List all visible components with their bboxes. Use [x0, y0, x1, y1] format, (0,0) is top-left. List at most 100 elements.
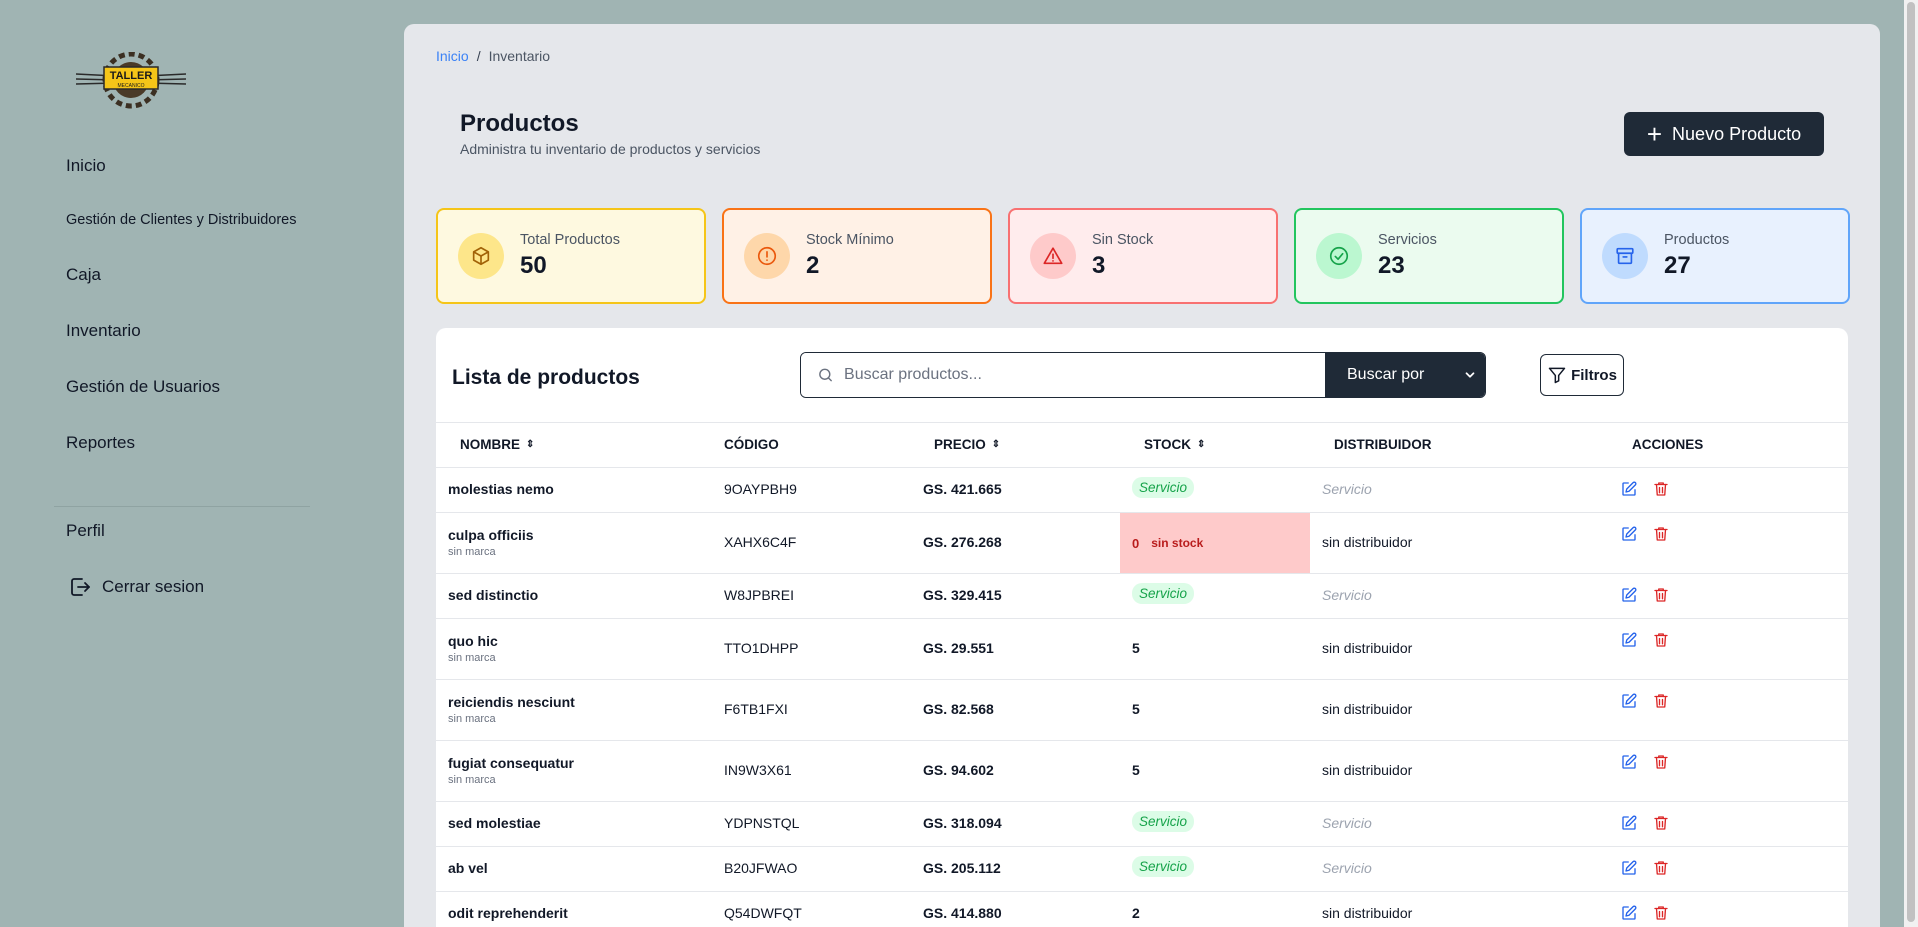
scrollbar-thumb[interactable]	[1907, 2, 1915, 922]
sort-icon: ⇕	[526, 438, 535, 450]
product-code: Q54DWFQT	[724, 905, 802, 921]
nav-item-inicio[interactable]: Inicio	[66, 156, 106, 175]
column-label: Nombre	[460, 437, 520, 452]
stock-cell: Servicio	[1132, 477, 1195, 498]
sidebar-divider	[54, 506, 310, 507]
stat-label: Servicios	[1378, 232, 1437, 248]
stock-cell: Servicio	[1132, 811, 1195, 832]
delete-icon[interactable]	[1652, 480, 1670, 503]
edit-icon[interactable]	[1620, 586, 1638, 609]
product-name-cell: molestias nemo	[448, 481, 554, 497]
table-row: reiciendis nesciunt sin marca F6TB1FXI GS…	[436, 680, 1848, 741]
stat-value: 27	[1664, 252, 1691, 279]
product-price: GS. 94.602	[923, 762, 994, 778]
table-row: quo hic sin marca TTO1DHPP GS. 29.551 5 sin…	[436, 619, 1848, 680]
service-badge: Servicio	[1132, 811, 1195, 832]
table-row: odit reprehenderit Q54DWFQT GS. 414.880 2 s…	[436, 892, 1848, 927]
distributor-cell: sin distribuidor	[1322, 762, 1413, 778]
edit-icon[interactable]	[1620, 525, 1638, 548]
delete-icon[interactable]	[1652, 753, 1670, 776]
sort-icon: ⇕	[991, 438, 1001, 450]
product-price: GS. 421.665	[923, 481, 1002, 497]
archive-box-icon	[1602, 233, 1648, 279]
table-row: fugiat consequatur sin marca IN9W3X61 GS.…	[436, 741, 1848, 802]
row-actions	[1620, 525, 1670, 548]
column-label: Acciones	[1632, 437, 1704, 452]
logo-graphic: TALLER MECANICO	[75, 51, 187, 109]
nav-item-clientes-distribuidores[interactable]: Gestión de Clientes y Distribuidores	[66, 212, 297, 228]
nav-item-usuarios[interactable]: Gestión de Usuarios	[66, 377, 221, 396]
new-product-button[interactable]: + Nuevo Producto	[1624, 112, 1824, 156]
edit-icon[interactable]	[1620, 480, 1638, 503]
logo-text-sub: MECANICO	[118, 83, 145, 89]
delete-icon[interactable]	[1652, 859, 1670, 882]
nav-item-inventario[interactable]: Inventario	[66, 321, 141, 340]
breadcrumb-home-link[interactable]: Inicio	[436, 48, 469, 64]
stock-count: 2	[1132, 905, 1140, 921]
product-brand: sin marca	[448, 546, 496, 558]
column-header-precio[interactable]: Precio ⇕	[934, 437, 1000, 452]
edit-icon[interactable]	[1620, 692, 1638, 715]
product-name: sed molestiae	[448, 815, 541, 831]
product-price: GS. 318.094	[923, 815, 1002, 831]
page-subtitle: Administra tu inventario de productos y …	[460, 141, 761, 157]
product-code: YDPNSTQL	[724, 815, 800, 831]
product-price: GS. 414.880	[923, 905, 1002, 921]
table-row: sed distinctio W8JPBREI GS. 329.415 Servic…	[436, 574, 1848, 619]
product-brand: sin marca	[448, 652, 496, 664]
product-price: GS. 29.551	[923, 640, 994, 656]
distributor-cell: Servicio	[1322, 481, 1372, 497]
product-name-cell: reiciendis nesciunt sin marca	[448, 694, 575, 725]
distributor-cell: sin distribuidor	[1322, 534, 1413, 550]
edit-icon[interactable]	[1620, 859, 1638, 882]
stat-card-total-productos: Total Productos 50	[436, 208, 706, 304]
stock-count: 5	[1132, 762, 1140, 778]
column-header-codigo: Código	[724, 437, 779, 452]
logo-text-main: TALLER	[110, 70, 153, 82]
stock-cell: Servicio	[1132, 583, 1195, 604]
product-brand: sin marca	[448, 713, 496, 725]
delete-icon[interactable]	[1652, 631, 1670, 654]
filters-button[interactable]: Filtros	[1540, 354, 1624, 396]
edit-icon[interactable]	[1620, 904, 1638, 927]
nav-item-caja[interactable]: Caja	[66, 265, 101, 284]
product-name: ab vel	[448, 860, 488, 876]
product-name-cell: sed distinctio	[448, 587, 538, 603]
search-input[interactable]	[844, 366, 1325, 384]
product-code: B20JFWAO	[724, 860, 798, 876]
taller-logo[interactable]: TALLER MECANICO	[75, 51, 187, 112]
delete-icon[interactable]	[1652, 692, 1670, 715]
search-by-select[interactable]: Buscar por	[1325, 353, 1485, 397]
filter-icon	[1548, 367, 1566, 384]
product-name: reiciendis nesciunt	[448, 694, 575, 710]
delete-icon[interactable]	[1652, 586, 1670, 609]
sort-icon: ⇕	[1197, 438, 1206, 450]
distributor-cell: Servicio	[1322, 587, 1372, 603]
product-name: fugiat consequatur	[448, 755, 575, 771]
stat-label: Sin Stock	[1092, 232, 1154, 248]
chevron-down-icon	[1465, 372, 1475, 378]
edit-icon[interactable]	[1620, 631, 1638, 654]
logout-button[interactable]: Cerrar sesion	[68, 575, 204, 599]
edit-icon[interactable]	[1620, 814, 1638, 837]
nav-item-reportes[interactable]: Reportes	[66, 433, 135, 452]
row-actions	[1620, 814, 1670, 837]
delete-icon[interactable]	[1652, 814, 1670, 837]
stats-row: Total Productos 50 Stock Mínimo 2 Sin St…	[436, 208, 1850, 304]
nav-item-perfil[interactable]: Perfil	[66, 521, 105, 540]
page-scrollbar[interactable]	[1904, 0, 1918, 927]
stat-label: Total Productos	[520, 232, 620, 248]
row-actions	[1620, 692, 1670, 715]
delete-icon[interactable]	[1652, 525, 1670, 548]
product-code: 9OAYPBH9	[724, 481, 797, 497]
service-badge: Servicio	[1132, 477, 1195, 498]
column-header-stock[interactable]: Stock ⇕	[1144, 437, 1205, 452]
product-name-cell: fugiat consequatur sin marca	[448, 755, 574, 786]
logout-label: Cerrar sesion	[102, 577, 205, 596]
table-header: Nombre ⇕ Código Precio ⇕ Stock ⇕ Distrib…	[436, 422, 1848, 468]
column-header-nombre[interactable]: Nombre ⇕	[460, 437, 534, 452]
row-actions	[1620, 904, 1670, 927]
delete-icon[interactable]	[1652, 904, 1670, 927]
edit-icon[interactable]	[1620, 753, 1638, 776]
stat-value: 3	[1092, 252, 1106, 279]
